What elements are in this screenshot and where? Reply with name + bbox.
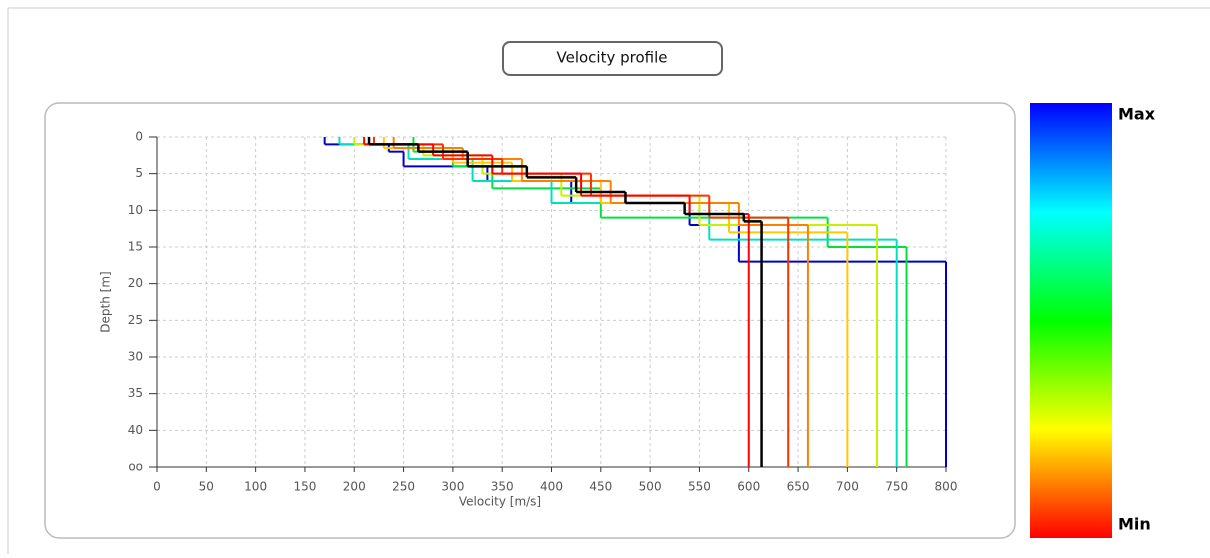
y-tick-label: 20 (128, 276, 143, 290)
y-tick-label: oo (128, 460, 143, 474)
x-tick-label: 750 (885, 480, 908, 494)
x-axis-label: Velocity [m/s] (459, 495, 541, 509)
x-tick-label: 150 (293, 480, 316, 494)
x-tick-label: 800 (935, 480, 958, 494)
y-tick-label: 15 (128, 240, 143, 254)
colorbar-min: Min (1118, 515, 1151, 534)
chart-title: Velocity profile (557, 49, 668, 67)
y-tick-label: 40 (128, 423, 143, 437)
x-tick-label: 300 (441, 480, 464, 494)
y-tick-label: 25 (128, 313, 143, 327)
x-tick-label: 350 (491, 480, 514, 494)
y-tick-label: 35 (128, 386, 143, 400)
x-tick-label: 650 (787, 480, 810, 494)
y-axis-label: Depth [m] (99, 271, 113, 332)
x-tick-label: 100 (244, 480, 267, 494)
x-tick-label: 0 (153, 480, 161, 494)
title-box (502, 41, 723, 76)
x-tick-label: 50 (199, 480, 214, 494)
x-tick-label: 200 (343, 480, 366, 494)
y-tick-label: 5 (135, 166, 143, 180)
x-tick-label: 250 (392, 480, 415, 494)
x-tick-label: 700 (836, 480, 859, 494)
x-tick-label: 400 (540, 480, 563, 494)
x-tick-label: 600 (737, 480, 760, 494)
x-tick-label: 500 (639, 480, 662, 494)
x-tick-label: 450 (589, 480, 612, 494)
profile (367, 137, 763, 467)
colorbar-max: Max (1118, 105, 1156, 124)
y-tick-label: 30 (128, 350, 143, 364)
colorbar (1030, 103, 1112, 538)
y-tick-label: 0 (135, 130, 143, 144)
y-tick-label: 10 (128, 203, 143, 217)
x-tick-label: 550 (688, 480, 711, 494)
